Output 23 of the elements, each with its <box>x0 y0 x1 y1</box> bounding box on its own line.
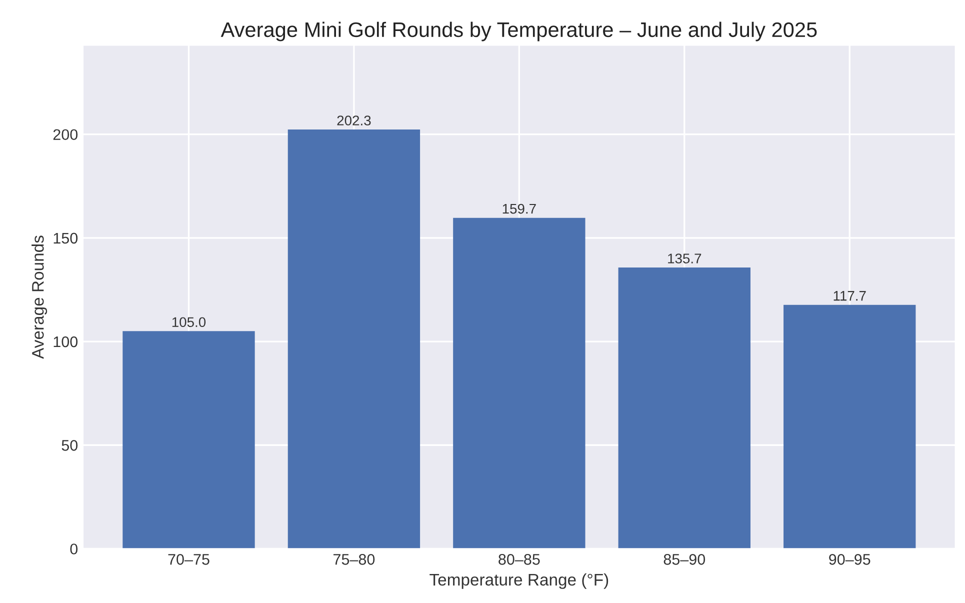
bar <box>453 218 586 549</box>
y-axis-title: Average Rounds <box>32 236 48 359</box>
bar <box>618 268 750 549</box>
bar <box>122 331 255 549</box>
bar <box>784 304 916 549</box>
chart-title: Average Mini Golf Rounds by Temperature – June and July 2025 <box>220 22 817 42</box>
data-label: 117.7 <box>834 291 866 301</box>
y-tick-label: 150 <box>54 232 78 244</box>
y-tick-label: 0 <box>70 544 78 554</box>
x-tick-label: 75–80 <box>333 554 375 565</box>
x-tick-label: 80–85 <box>498 554 540 565</box>
x-tick-label: 85–90 <box>664 554 706 565</box>
x-axis-title: Temperature Range (°F) <box>430 573 608 589</box>
y-tick-label: 50 <box>62 440 78 451</box>
data-label: 105.0 <box>172 317 206 328</box>
data-label: 159.7 <box>502 204 536 214</box>
x-tick-label: 70–75 <box>168 554 210 565</box>
bar <box>288 130 420 549</box>
y-tick-label: 200 <box>53 129 78 140</box>
y-tick-label: 100 <box>54 336 78 348</box>
x-tick-label: 90–95 <box>829 554 870 565</box>
data-label: 135.7 <box>668 254 702 264</box>
data-label: 202.3 <box>337 116 371 126</box>
